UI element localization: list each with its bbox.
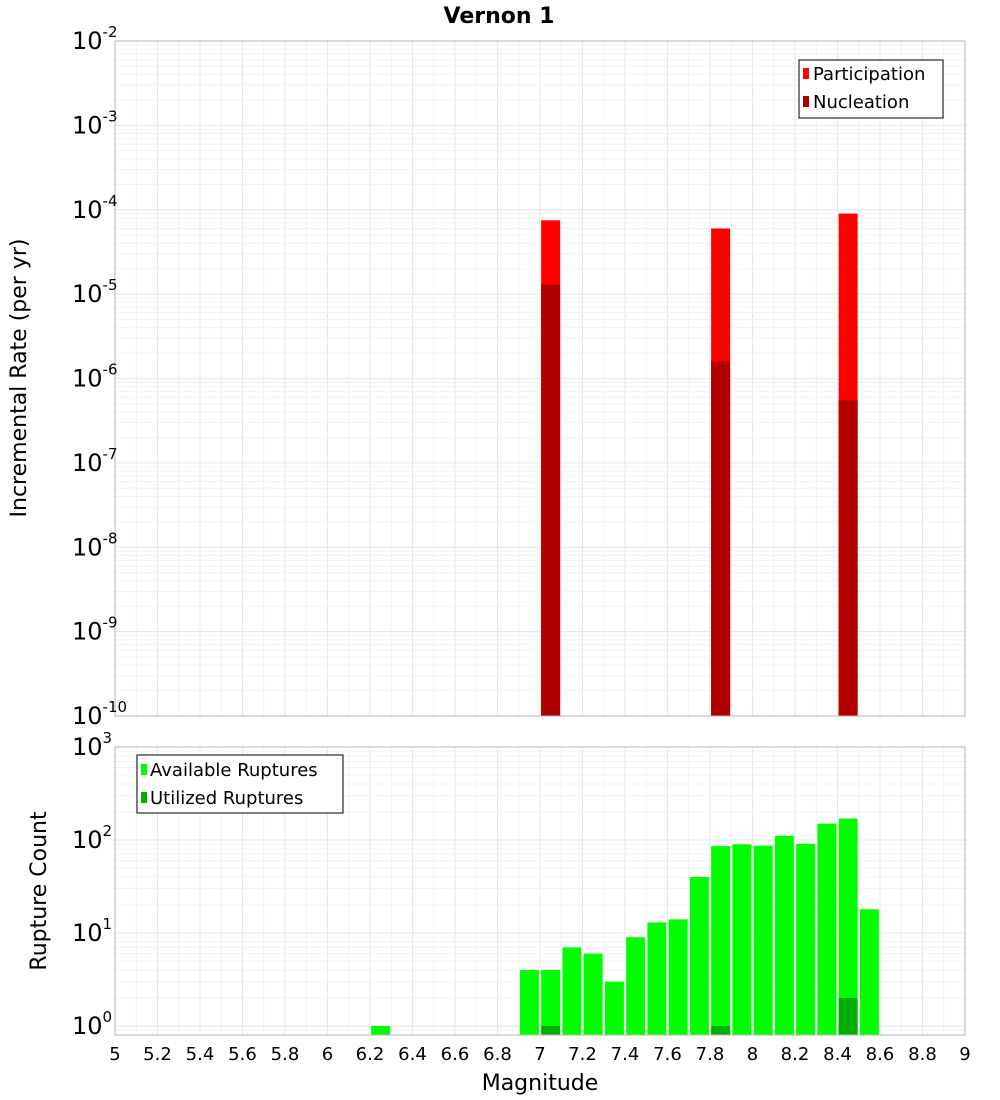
- bar-utilized-ruptures: [711, 1025, 731, 1035]
- bar-available-ruptures: [668, 919, 688, 1035]
- bottom-plot-frame: [114, 746, 966, 1036]
- x-tick-label: 8.6: [866, 1044, 895, 1065]
- legend-swatch-nucleation: [803, 96, 809, 107]
- x-tick-label: 7: [534, 1044, 545, 1065]
- bottom-bars: [371, 818, 879, 1035]
- top-y-axis-label: Incremental Rate (per yr): [7, 239, 32, 518]
- bar-available-ruptures: [753, 845, 773, 1035]
- x-tick-label: 6.8: [483, 1044, 512, 1065]
- x-tick-label: 5.6: [228, 1044, 257, 1065]
- bar-available-ruptures: [817, 823, 837, 1035]
- bar-available-ruptures: [859, 909, 879, 1035]
- bar-available-ruptures: [774, 835, 794, 1035]
- bar-available-ruptures: [626, 937, 646, 1035]
- x-tick-label: 6.2: [356, 1044, 385, 1065]
- y-tick-label: 10-2: [72, 23, 118, 55]
- x-tick-label: 5: [109, 1044, 120, 1065]
- y-tick-label: 10-6: [72, 361, 118, 393]
- x-tick-label: 5.8: [271, 1044, 300, 1065]
- x-tick-label: 8.8: [908, 1044, 937, 1065]
- bar-available-ruptures: [796, 843, 816, 1035]
- y-tick-label: 10-7: [72, 445, 118, 477]
- legend-label-available-ruptures: Available Ruptures: [150, 760, 318, 781]
- x-tick-label: 5.4: [186, 1044, 215, 1065]
- legend-swatch-participation: [803, 68, 809, 79]
- y-tick-label: 102: [72, 822, 112, 854]
- bar-available-ruptures: [371, 1025, 391, 1035]
- bottom-y-axis-label: Rupture Count: [27, 811, 52, 971]
- bar-available-ruptures: [732, 844, 752, 1035]
- top-bars: [541, 213, 858, 717]
- y-tick-label: 10-3: [72, 107, 118, 139]
- legend-swatch-utilized-ruptures: [141, 792, 147, 803]
- bar-nucleation: [541, 284, 561, 716]
- legend-swatch-available-ruptures: [141, 764, 147, 775]
- bar-available-ruptures: [647, 922, 667, 1035]
- y-tick-label: 103: [72, 729, 112, 761]
- x-tick-label: 5.2: [143, 1044, 172, 1065]
- x-tick-label: 6.4: [398, 1044, 427, 1065]
- top-legend: Participation Nucleation: [798, 59, 944, 119]
- x-tick-label: 8.2: [781, 1044, 810, 1065]
- y-tick-label: 10-8: [72, 529, 118, 561]
- bar-available-ruptures: [541, 969, 561, 1035]
- x-tick-label: 7.2: [568, 1044, 597, 1065]
- legend-label-nucleation: Nucleation: [813, 92, 909, 113]
- top-y-tick-labels: 10-10 10-9 10-8 10-7 10-6 10-5 10-4 10-3 10-2: [72, 23, 127, 730]
- legend-label-participation: Participation: [813, 64, 925, 85]
- bar-nucleation: [838, 400, 858, 716]
- x-tick-label: 8.4: [823, 1044, 852, 1065]
- y-tick-label: 100: [72, 1008, 112, 1040]
- bottom-y-tick-labels: 100 101 102 103: [72, 729, 112, 1040]
- bottom-legend: Available Ruptures Utilized Ruptures: [136, 754, 344, 814]
- bar-available-ruptures: [604, 981, 624, 1035]
- bar-available-ruptures: [583, 953, 603, 1035]
- bar-available-ruptures: [689, 877, 709, 1035]
- bar-available-ruptures: [562, 947, 582, 1035]
- bar-available-ruptures: [838, 818, 858, 1035]
- x-tick-label: 6.6: [441, 1044, 470, 1065]
- bar-utilized-ruptures: [838, 997, 858, 1035]
- y-tick-label: 10-10: [72, 698, 127, 730]
- y-tick-label: 10-5: [72, 276, 118, 308]
- x-tick-label: 7.6: [653, 1044, 682, 1065]
- x-tick-label: 9: [959, 1044, 970, 1065]
- bar-utilized-ruptures: [541, 1025, 561, 1035]
- y-tick-label: 101: [72, 915, 112, 947]
- x-tick-label: 8: [747, 1044, 758, 1065]
- chart-title: Vernon 1: [444, 4, 555, 29]
- y-tick-label: 10-4: [72, 192, 118, 224]
- x-tick-labels: 5 5.2 5.4 5.6 5.8 6 6.2 6.4 6.6 6.8 7 7.2 7.4 7.6 7.8 8…: [109, 1044, 970, 1065]
- x-tick-label: 6: [322, 1044, 333, 1065]
- x-tick-label: 7.8: [696, 1044, 725, 1065]
- x-axis-label: Magnitude: [482, 1071, 599, 1096]
- legend-label-utilized-ruptures: Utilized Ruptures: [150, 788, 303, 809]
- x-tick-label: 7.4: [611, 1044, 640, 1065]
- y-tick-label: 10-9: [72, 614, 118, 646]
- top-plot-frame: [114, 40, 966, 717]
- bar-nucleation: [711, 361, 731, 716]
- top-gridlines: [114, 40, 966, 717]
- bar-available-ruptures: [711, 846, 731, 1035]
- bar-available-ruptures: [519, 969, 539, 1035]
